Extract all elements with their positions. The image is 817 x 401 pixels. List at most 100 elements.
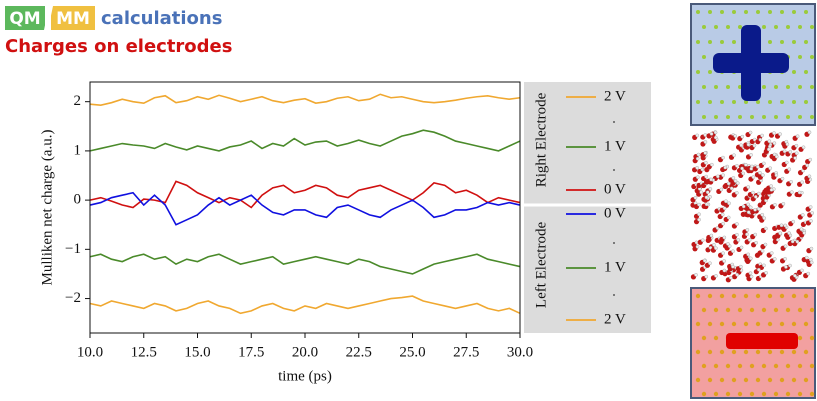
electrode-atom: [792, 40, 796, 44]
water-hydrogen: [783, 244, 788, 249]
water-hydrogen: [757, 267, 761, 272]
water-hydrogen: [764, 271, 768, 275]
electrode-atom: [768, 100, 772, 104]
electrode-atom: [779, 293, 785, 299]
water-hydrogen: [788, 263, 792, 268]
water-hydrogen: [722, 268, 727, 273]
water-hydrogen: [780, 176, 785, 181]
legend-label: 2 V: [604, 311, 626, 327]
electrode-atom: [810, 25, 814, 29]
electrode-atom: [773, 307, 779, 313]
water-hydrogen: [785, 142, 790, 147]
electrode-atom: [810, 55, 814, 59]
water-hydrogen: [751, 190, 755, 195]
electrode-atom: [756, 100, 760, 104]
electrode-atom: [702, 25, 706, 29]
water-hydrogen: [721, 155, 725, 160]
water-hydrogen: [754, 240, 758, 245]
electrode-atom: [762, 115, 766, 119]
water-hydrogen: [695, 166, 699, 170]
electrode-atom: [791, 293, 797, 299]
water-hydrogen: [721, 221, 725, 226]
electrode-atom: [720, 10, 724, 14]
water-hydrogen: [794, 151, 799, 156]
water-hydrogen: [704, 174, 708, 179]
electrode-atom: [731, 293, 737, 299]
electrode-atom: [696, 100, 700, 104]
water-hydrogen: [708, 246, 713, 250]
electrode-atom: [743, 293, 749, 299]
electrode-atom: [779, 349, 785, 355]
electrode-atom: [695, 377, 701, 383]
electrode-atom: [713, 363, 719, 369]
electrode-atom: [797, 335, 803, 341]
water-hydrogen: [700, 238, 705, 243]
water-hydrogen: [703, 151, 708, 155]
electrode-atom: [803, 321, 809, 327]
electrode-atom: [743, 377, 749, 383]
electrode-atom: [731, 321, 737, 327]
electrode-atom: [780, 10, 784, 14]
water-hydrogen: [716, 174, 720, 179]
minus-sign: [726, 333, 798, 349]
water-hydrogen: [760, 133, 764, 138]
electrode-atom: [767, 321, 773, 327]
qm-tag: QM: [9, 9, 40, 29]
water-hydrogen: [736, 238, 741, 242]
electrode-atom: [744, 10, 748, 14]
electrode-atom: [779, 377, 785, 383]
water-hydrogen: [807, 130, 812, 135]
water-hydrogen: [731, 176, 736, 180]
electrode-atom: [701, 335, 707, 341]
water-hydrogen: [723, 165, 728, 170]
water-hydrogen: [782, 149, 787, 154]
electrode-atom: [749, 391, 755, 397]
electrode-atom: [707, 377, 713, 383]
x-tick-label: 27.5: [453, 344, 479, 360]
y-tick-label: −1: [65, 241, 81, 257]
water-hydrogen: [787, 167, 792, 172]
electrode-atom: [785, 363, 791, 369]
water-hydrogen: [705, 190, 710, 195]
electrode-atom: [713, 307, 719, 313]
electrode-atom: [750, 115, 754, 119]
electrode-atom: [725, 391, 731, 397]
electrode-atom: [797, 363, 803, 369]
water-hydrogen: [753, 195, 758, 199]
electrode-atom: [720, 40, 724, 44]
header-subtitle: Charges on electrodes: [5, 36, 232, 57]
qm-tag-box: [5, 6, 45, 30]
plot-frame: [89, 81, 521, 334]
electrode-atom: [792, 10, 796, 14]
electrode-atom: [804, 40, 808, 44]
electrode-atom: [726, 25, 730, 29]
water-hydrogen: [762, 263, 766, 268]
electrode-atom: [707, 321, 713, 327]
water-hydrogen: [721, 251, 725, 256]
electrode-atom: [761, 391, 767, 397]
water-hydrogen: [778, 132, 782, 136]
water-hydrogen: [810, 211, 815, 215]
electrode-atom: [713, 391, 719, 397]
water-hydrogen: [727, 201, 731, 206]
water-hydrogen: [753, 207, 757, 212]
water-hydrogen: [800, 180, 804, 185]
water-hydrogen: [756, 165, 760, 169]
water-hydrogen: [809, 219, 813, 223]
water-hydrogen: [709, 177, 713, 182]
water-hydrogen: [735, 191, 739, 195]
water-hydrogen: [797, 190, 802, 195]
water-hydrogen: [772, 257, 777, 261]
water-hydrogen: [741, 204, 746, 209]
water-hydrogen: [695, 156, 700, 161]
water-hydrogen: [735, 164, 739, 168]
electrode-atom: [761, 307, 767, 313]
water-hydrogen: [783, 257, 787, 261]
water-hydrogen: [761, 173, 765, 177]
water-hydrogen: [746, 210, 751, 215]
water-hydrogen: [749, 166, 754, 171]
water-hydrogen: [793, 273, 797, 278]
electrode-atom: [798, 85, 802, 89]
electrode-atom: [755, 293, 761, 299]
electrode-atom: [695, 293, 701, 299]
